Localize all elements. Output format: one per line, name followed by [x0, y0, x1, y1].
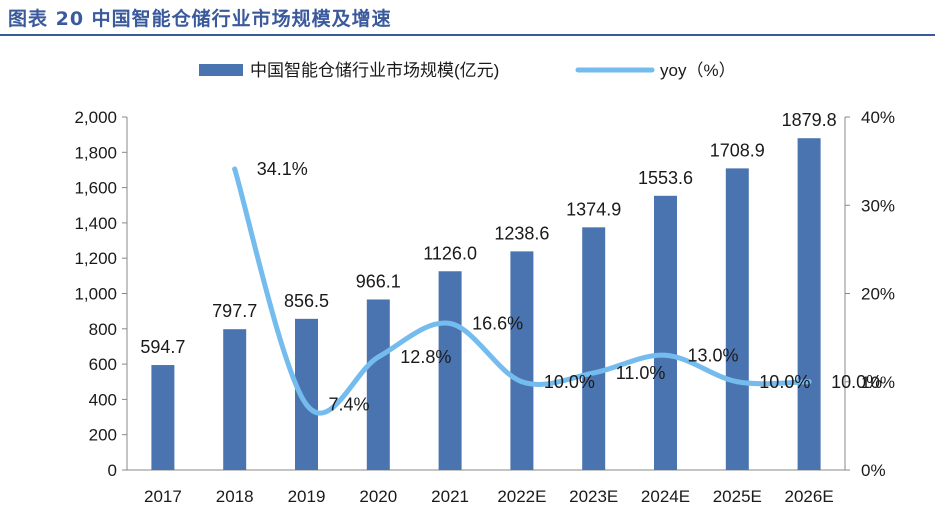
- figure-title: 图表 20 中国智能仓储行业市场规模及增速: [8, 8, 392, 30]
- x-tick-label: 2020: [359, 487, 397, 506]
- x-tick-label: 2025E: [713, 487, 762, 506]
- bar-series: [151, 138, 821, 470]
- yoy-point: [663, 352, 668, 358]
- title-rule: [0, 34, 935, 36]
- y-left-tick-label: 1,200: [74, 249, 117, 268]
- bar-value-label: 856.5: [284, 291, 329, 311]
- bar-value-label: 1708.9: [710, 140, 765, 160]
- yoy-value-label: 7.4%: [329, 395, 370, 415]
- legend-line-label: yoy（%）: [660, 61, 736, 80]
- y-right-tick-label: 20%: [861, 285, 895, 304]
- yoy-value-label: 12.8%: [400, 347, 451, 367]
- y-left-tick-label: 600: [89, 355, 117, 374]
- bar-value-label: 797.7: [212, 301, 257, 321]
- yoy-value-label: 16.6%: [472, 314, 523, 334]
- yoy-point: [232, 166, 238, 172]
- y-right-tick-label: 30%: [861, 196, 895, 215]
- x-tick-label: 2026E: [785, 487, 834, 506]
- yoy-value-label: 11.0%: [616, 363, 666, 383]
- bar-value-label: 1238.6: [494, 223, 549, 243]
- yoy-point: [806, 379, 812, 385]
- bar: [654, 195, 677, 470]
- axes: 0 200 400 600 800 1,000 1,200 1,400 1,600 1,800 2,…: [74, 108, 895, 506]
- bar-value-label: 1374.9: [566, 199, 621, 219]
- yoy-point: [304, 402, 309, 408]
- bar: [797, 138, 821, 470]
- yoy-value-label: 10.0%: [544, 372, 595, 392]
- yoy-value-label: 34.1%: [257, 159, 308, 179]
- y-right-tick-label: 0%: [861, 461, 886, 480]
- y-right-tick-label: 40%: [861, 108, 895, 127]
- bar: [438, 271, 462, 470]
- legend: 中国智能仓储行业市场规模(亿元) yoy（%）: [199, 61, 736, 80]
- y-left-tick-label: 2,000: [74, 108, 117, 127]
- yoy-point: [447, 321, 453, 327]
- y-left-tick-label: 400: [89, 390, 117, 409]
- line-series: [232, 166, 812, 416]
- x-tick-label: 2018: [216, 487, 254, 506]
- legend-bar-swatch: [199, 64, 243, 76]
- y-left-tick-label: 1,400: [74, 214, 117, 233]
- y-left-tick-label: 0: [108, 461, 117, 480]
- yoy-value-label: 13.0%: [688, 345, 739, 365]
- y-left-tick-label: 1,600: [74, 179, 117, 198]
- yoy-value-label: 10.0%: [831, 372, 882, 392]
- bar: [366, 299, 390, 470]
- y-left-tick-label: 800: [89, 320, 117, 339]
- yoy-point: [591, 370, 597, 376]
- y-left-tick-label: 200: [89, 426, 117, 445]
- bar-value-label: 1126.0: [423, 243, 477, 263]
- data-labels: 594.7 797.7 856.5 966.1 1126.0 1238.6 1374.9 15…: [140, 110, 882, 414]
- yoy-point: [519, 379, 525, 385]
- bar: [295, 318, 318, 470]
- legend-bar-label: 中国智能仓储行业市场规模(亿元): [250, 61, 499, 80]
- y-right-tick-label: 10%: [861, 373, 895, 392]
- bar: [223, 329, 247, 470]
- x-tick-label: 2024E: [641, 487, 690, 506]
- bar-value-label: 966.1: [356, 271, 401, 291]
- yoy-value-label: 10.0%: [759, 372, 810, 392]
- x-tick-label: 2022E: [497, 487, 546, 506]
- x-tick-label: 2017: [144, 487, 182, 506]
- bar-value-label: 594.7: [140, 337, 185, 357]
- x-tick-label: 2019: [288, 487, 326, 506]
- bar: [510, 251, 534, 470]
- yoy-point: [375, 354, 381, 360]
- bar: [151, 365, 175, 470]
- bar: [725, 168, 749, 470]
- bar: [582, 227, 606, 470]
- bar-value-label: 1553.6: [638, 168, 693, 188]
- x-tick-label: 2021: [431, 487, 469, 506]
- y-left-tick-label: 1,800: [74, 143, 117, 162]
- bar-value-label: 1879.8: [782, 110, 837, 130]
- y-left-tick-label: 1,000: [74, 285, 117, 304]
- yoy-point: [734, 379, 740, 385]
- x-tick-label: 2023E: [569, 487, 618, 506]
